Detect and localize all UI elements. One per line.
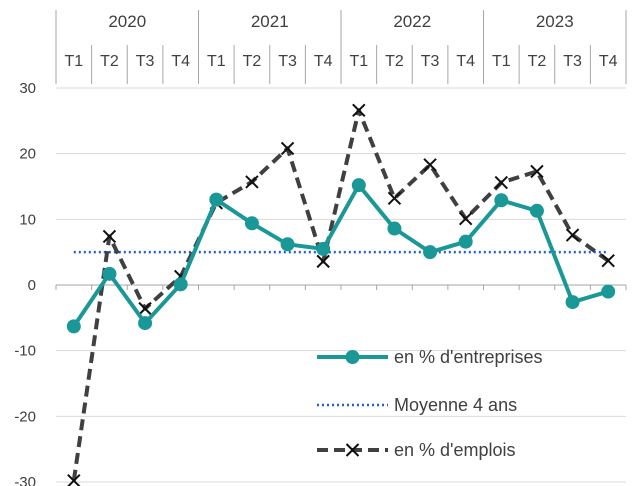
year-label: 2023 (536, 12, 574, 31)
series-entreprises-marker (458, 234, 473, 249)
legend-item: en % d'entreprises (317, 347, 543, 367)
series-entreprises-marker (209, 192, 224, 207)
series-entreprises-marker (423, 245, 438, 260)
series-emplois-marker-b (565, 228, 580, 242)
series-layer (66, 103, 616, 486)
legend-label: Moyenne 4 ans (394, 395, 517, 415)
legend: en % d'entreprises Moyenne 4 ans en % d'em… (317, 347, 543, 460)
series-emplois-marker-b (316, 254, 330, 269)
series-entreprises-marker (529, 203, 544, 218)
legend-item: en % d'emplois (317, 440, 516, 460)
series-entreprises-marker (494, 193, 509, 208)
series-entreprises-marker (66, 319, 81, 334)
series-emplois-marker-b (530, 164, 544, 179)
y-axis: 30 20 10 0 -10 -20 -30 (14, 80, 36, 486)
series-entreprises-marker (351, 178, 366, 193)
year-label: 2022 (393, 12, 431, 31)
series-entreprises-marker (601, 284, 616, 299)
y-tick-label: -30 (14, 474, 36, 486)
series-emplois-marker-b (458, 211, 473, 226)
y-tick-label: 10 (19, 211, 36, 228)
quarter-label: T3 (421, 53, 440, 70)
y-tick-label: -10 (14, 343, 36, 360)
series-emplois-marker-b (352, 103, 366, 118)
quarter-label: T1 (349, 53, 368, 70)
series-entreprises-marker (138, 316, 153, 331)
year-label: 2021 (251, 12, 289, 31)
legend-label: en % d'entreprises (394, 347, 543, 367)
series-2 (67, 103, 615, 486)
series-emplois-marker-b (138, 301, 152, 316)
series-entreprises-marker (387, 221, 402, 236)
quarter-label: T4 (599, 53, 618, 70)
quarter-label: T1 (64, 53, 83, 70)
series-entreprises-marker (316, 241, 331, 256)
legend-marker (345, 350, 360, 364)
series-emplois-marker-b (67, 473, 81, 486)
series-emplois-marker-b (102, 229, 117, 244)
quarter-label: T3 (563, 53, 582, 70)
y-tick-label: -20 (14, 408, 36, 425)
series-emplois-marker-b (245, 175, 259, 189)
year-label: 2020 (108, 12, 146, 31)
x-axis-header: 2020 2021 2022 2023 T1 T2 T3 T4 T1 T2 T3 T4 T1 T2 T3 T4… (55, 10, 627, 84)
series-emplois-marker-b (387, 191, 402, 206)
series-entreprises-marker (244, 216, 259, 231)
series-emplois-marker-b (280, 141, 295, 156)
series-entreprises-marker (173, 277, 188, 292)
quarter-label: T4 (171, 53, 190, 70)
quarter-label: T3 (278, 53, 297, 70)
series-emplois-marker-b (601, 253, 615, 268)
legend-label: en % d'emplois (394, 440, 516, 460)
quarter-label: T2 (528, 53, 547, 70)
y-tick-label: 30 (19, 80, 36, 97)
series-emplois-marker-b (423, 158, 437, 172)
quarter-label: T4 (456, 53, 475, 70)
legend-marker-b (345, 443, 360, 457)
y-tick-label: 0 (28, 277, 36, 294)
series-emplois-line (71, 108, 610, 481)
quarter-label: T2 (243, 53, 262, 70)
series-emplois-marker-b (494, 175, 509, 190)
series-entreprises-marker (565, 295, 580, 310)
quarter-label: T3 (136, 53, 155, 70)
quarter-label: T2 (385, 53, 404, 70)
series-0 (66, 178, 616, 334)
quarter-label: T4 (314, 53, 333, 70)
quarter-label: T1 (207, 53, 226, 70)
quarter-label: T1 (492, 53, 511, 70)
series-entreprises-marker (280, 237, 295, 252)
quarter-label: T2 (100, 53, 119, 70)
legend-item: Moyenne 4 ans (317, 395, 517, 415)
series-entreprises-line (72, 183, 609, 328)
y-tick-label: 20 (19, 146, 36, 163)
x-axis-zero-line (55, 284, 627, 290)
series-entreprises-marker (102, 266, 117, 281)
grid (56, 87, 626, 483)
